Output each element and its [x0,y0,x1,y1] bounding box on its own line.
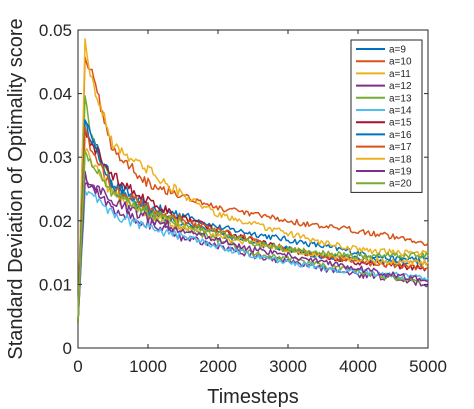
y-tick-label: 0.04 [39,85,72,104]
x-tick-label: 1000 [129,357,167,376]
x-axis-title: Timesteps [207,386,299,408]
y-axis-title: Standard Deviation of Optimality score [5,18,27,359]
x-tick-label: 5000 [409,357,447,376]
legend-label: a=15 [389,118,412,129]
series-layer [77,38,429,323]
legend-label: a=13 [389,93,412,104]
series-line-a-17 [77,126,429,323]
legend-box [350,39,423,193]
series-line-a-14 [77,189,429,323]
legend-label: a=11 [389,69,411,80]
series-line-a-10 [77,56,429,323]
y-tick-label: 0.03 [39,148,72,167]
series-line-a-20 [77,150,429,323]
legend-label: a=12 [389,81,412,92]
legend-label: a=10 [389,57,412,68]
legend-label: a=19 [389,167,412,178]
series-line-a-19 [77,170,429,323]
legend-label: a=18 [389,154,412,165]
y-tick-label: 0.05 [39,21,72,40]
legend-label: a=17 [389,142,412,153]
x-tick-label: 0 [73,357,82,376]
y-axis: 0 0.01 0.02 0.03 0.04 0.05 [39,21,428,358]
x-tick-label: 3000 [269,357,307,376]
x-axis: 0 1000 2000 3000 4000 5000 [73,30,447,376]
series-line-a-16 [77,119,429,323]
legend-label: a=16 [389,130,412,141]
series-line-a-11 [77,38,429,323]
y-tick-label: 0.01 [39,275,72,294]
legend-label: a=20 [389,179,412,190]
legend: a=9a=10a=11a=12a=13 a=14a=15a=16a=17a=18 a… [350,39,423,193]
y-tick-label: 0.02 [39,212,72,231]
legend-label: a=14 [389,106,412,117]
y-tick-label: 0 [63,339,72,358]
x-tick-label: 2000 [199,357,237,376]
x-tick-label: 4000 [339,357,377,376]
legend-label: a=9 [389,45,406,56]
